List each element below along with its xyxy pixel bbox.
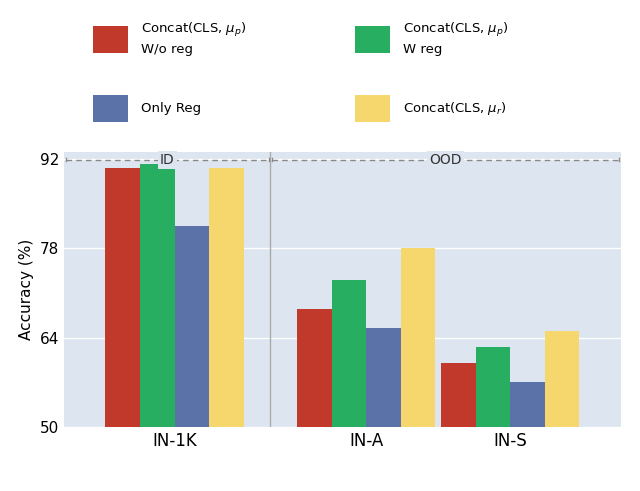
Bar — [140, 164, 175, 427]
Bar — [441, 363, 476, 427]
Bar — [332, 280, 366, 427]
Text: ID: ID — [160, 153, 175, 167]
Text: Concat(CLS, $\mathit{\mu}_p$): Concat(CLS, $\mathit{\mu}_p$) — [403, 22, 509, 39]
Bar — [545, 331, 579, 427]
Bar — [476, 347, 510, 427]
Text: OOD: OOD — [429, 153, 462, 167]
Text: Only Reg: Only Reg — [141, 102, 201, 114]
Bar — [510, 382, 545, 427]
Y-axis label: Accuracy (%): Accuracy (%) — [19, 239, 34, 340]
Bar — [175, 226, 209, 427]
Bar — [209, 168, 244, 427]
Text: Concat(CLS, $\mathit{\mu}_p$): Concat(CLS, $\mathit{\mu}_p$) — [141, 22, 246, 39]
Text: Concat(CLS, $\mathit{\mu}_r$): Concat(CLS, $\mathit{\mu}_r$) — [403, 100, 507, 116]
Bar — [106, 168, 140, 427]
Bar — [298, 309, 332, 427]
Bar — [401, 248, 435, 427]
Bar — [366, 328, 401, 427]
Text: W/o reg: W/o reg — [141, 43, 193, 55]
Text: W reg: W reg — [403, 43, 443, 55]
